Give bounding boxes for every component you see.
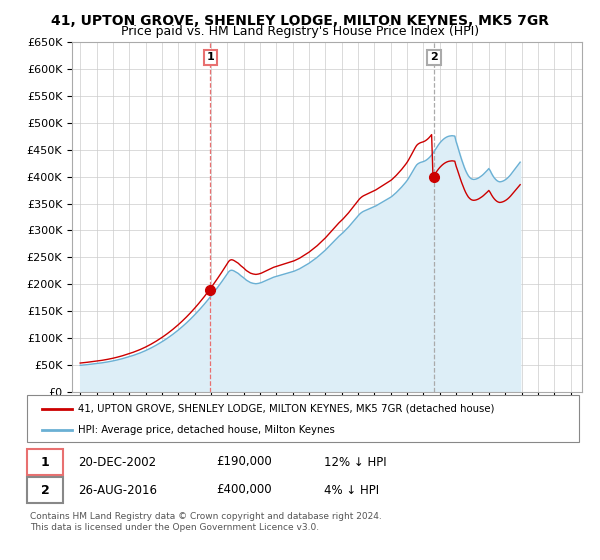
Text: 1: 1 <box>41 455 49 469</box>
Text: 1: 1 <box>206 53 214 63</box>
Text: Price paid vs. HM Land Registry's House Price Index (HPI): Price paid vs. HM Land Registry's House … <box>121 25 479 38</box>
Text: 4% ↓ HPI: 4% ↓ HPI <box>324 483 379 497</box>
Text: 20-DEC-2002: 20-DEC-2002 <box>78 455 156 469</box>
Text: 26-AUG-2016: 26-AUG-2016 <box>78 483 157 497</box>
Text: £400,000: £400,000 <box>216 483 272 497</box>
Text: 2: 2 <box>430 53 438 63</box>
Text: 41, UPTON GROVE, SHENLEY LODGE, MILTON KEYNES, MK5 7GR: 41, UPTON GROVE, SHENLEY LODGE, MILTON K… <box>51 14 549 28</box>
Text: 41, UPTON GROVE, SHENLEY LODGE, MILTON KEYNES, MK5 7GR (detached house): 41, UPTON GROVE, SHENLEY LODGE, MILTON K… <box>78 404 494 414</box>
Text: HPI: Average price, detached house, Milton Keynes: HPI: Average price, detached house, Milt… <box>78 424 335 435</box>
Text: Contains HM Land Registry data © Crown copyright and database right 2024.
This d: Contains HM Land Registry data © Crown c… <box>30 512 382 532</box>
Text: 12% ↓ HPI: 12% ↓ HPI <box>324 455 386 469</box>
Text: £190,000: £190,000 <box>216 455 272 469</box>
Text: 2: 2 <box>41 483 49 497</box>
